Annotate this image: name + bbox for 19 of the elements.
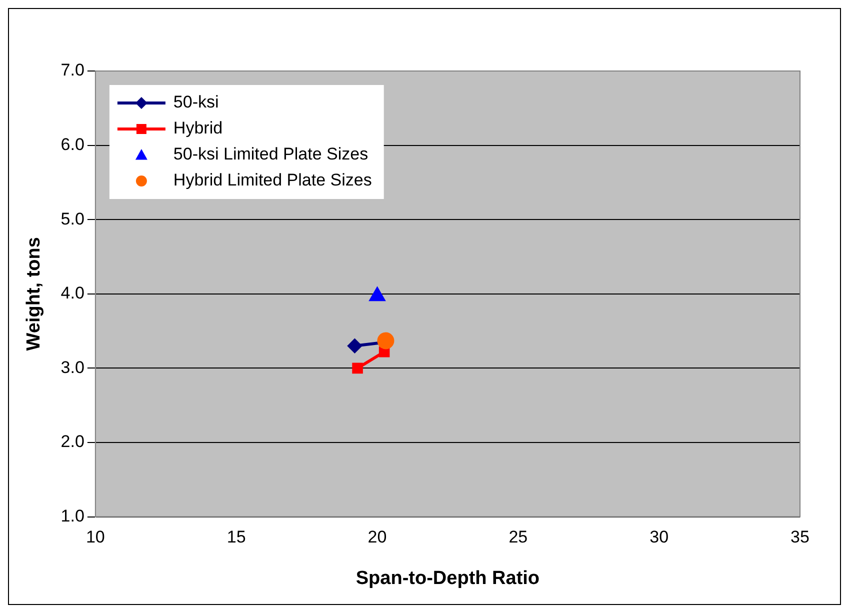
y-tick-label: 7.0 xyxy=(60,60,84,80)
y-tick-label: 3.0 xyxy=(60,358,84,377)
legend-label: 50-ksi Limited Plate Sizes xyxy=(173,144,368,164)
x-axis-title: Span-to-Depth Ratio xyxy=(356,568,540,589)
x-tick-label: 25 xyxy=(508,528,528,547)
y-tick-label: 4.0 xyxy=(60,284,84,303)
x-tick-label: 10 xyxy=(86,528,105,547)
x-tick-label: 15 xyxy=(226,528,246,547)
legend-label: Hybrid Limited Plate Sizes xyxy=(173,170,372,190)
y-tick-label: 2.0 xyxy=(60,432,84,452)
y-tick-label: 5.0 xyxy=(60,209,84,228)
y-axis-title: Weight, tons xyxy=(24,237,45,351)
x-tick-label: 20 xyxy=(368,528,387,547)
y-tick-label: 6.0 xyxy=(60,134,84,154)
legend-label: 50-ksi xyxy=(173,92,219,112)
legend-label: Hybrid xyxy=(173,118,223,138)
y-tick-label: 1.0 xyxy=(60,506,84,526)
x-tick-label: 30 xyxy=(650,528,669,547)
x-tick-label: 35 xyxy=(790,528,810,547)
